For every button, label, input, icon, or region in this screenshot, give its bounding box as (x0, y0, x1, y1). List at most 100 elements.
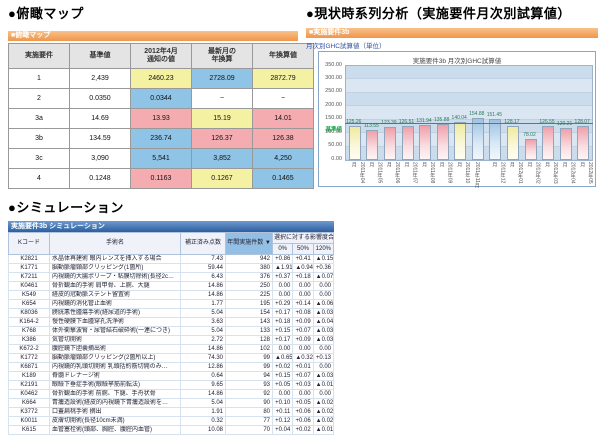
count-cell: 195 (225, 299, 273, 309)
table-row: K0462 骨折観血的手術 前腕、下腿、手舟状骨 14.86 92 0.00 0.00 0.… (8, 389, 335, 399)
impact-value-cell: 0.00 (312, 290, 335, 300)
kcode-cell: K6871 (8, 362, 50, 372)
procedure-name-cell: 気管切開術 (49, 335, 181, 345)
points-cell: 14.86 (180, 389, 226, 399)
kcode-cell: K7211 (8, 272, 50, 282)
procedure-name-cell: 経皮的冠動脈ステント留置術 (49, 290, 181, 300)
impact-value-cell: +0.17 (271, 335, 294, 345)
y-tick-label: 50.00 (328, 142, 342, 149)
points-cell: 5.04 (180, 326, 226, 336)
overview-section-bar: ■俯瞰マップ (8, 31, 298, 41)
table-row: 3c 3,090 5,541 3,852 4,250 (8, 148, 314, 169)
grid-band (346, 79, 592, 93)
status-value-cell: 14.01 (252, 108, 314, 129)
impact-value-cell: +0.05 (271, 380, 294, 390)
impact-value-cell: ▲0.03 (312, 326, 335, 336)
impact-value-cell: ▲0.06 (312, 299, 335, 309)
procedure-name-cell: 脳動脈瘤頸部クリッピング(2箇所以上) (49, 353, 181, 363)
base-value-cell: 14.69 (69, 108, 131, 129)
col-header-points: 補正済み点数 (180, 232, 226, 255)
count-cell: 128 (225, 335, 273, 345)
table-row: K768 体外衝撃波腎・尿管結石破砕術(一連につき) 5.04 133 +0.15 +0.… (8, 326, 335, 336)
count-cell: 102 (225, 344, 273, 354)
impact-value-cell: 0.00 (312, 362, 335, 372)
bar (471, 118, 484, 160)
impact-value-cell: 0.00 (292, 281, 314, 291)
x-tick-label: 2011年05月 (368, 162, 383, 184)
y-tick-label: 0.00 (331, 155, 342, 162)
table-row: K164-2 慢性硬膜下血腫穿孔洗浄術 3.63 143 +0.18 +0.09 ▲0.04 (8, 317, 335, 327)
points-cell: 7.43 (180, 254, 226, 264)
impact-value-cell: +0.03 (292, 380, 314, 390)
impact-value-cell: ▲0.02 (312, 398, 335, 408)
impact-value-cell: ▲0.01 (312, 380, 335, 390)
status-value-cell: 5,541 (130, 148, 192, 169)
impact-value-cell: +0.15 (271, 326, 294, 336)
kcode-cell: K386 (8, 335, 50, 345)
impact-value-cell: ▲0.02 (312, 416, 335, 426)
procedure-name-cell: 体外衝撃波腎・尿管結石破砕術(一連につき) (49, 326, 181, 336)
bar (506, 125, 519, 160)
count-cell: 225 (225, 290, 273, 300)
timeseries-title: ●現状時系列分析（実施要件月次別試算値） (306, 6, 571, 21)
procedure-name-cell: 水晶体再建術 眼内レンズを挿入する場合 (49, 254, 181, 264)
kcode-cell: K3772 (8, 407, 50, 417)
bar (401, 126, 414, 160)
table-row: K672-2 腹腔鏡下胆嚢摘出術 14.86 102 0.00 0.00 0.00 (8, 344, 335, 354)
procedure-name-cell: 内視鏡的大腸ポリープ・粘膜切除術(長径2c… (49, 272, 181, 282)
count-cell: 380 (225, 263, 273, 273)
count-cell: 77 (225, 416, 273, 426)
kcode-cell: K1771 (8, 263, 50, 273)
table-row: 1 2,439 2460.23 2728.09 2872.79 (8, 68, 314, 89)
requirement-id-cell: 1 (8, 68, 70, 89)
bar (366, 129, 379, 160)
table-row: K2821 水晶体再建術 眼内レンズを挿入する場合 7.43 942 +0.86 +0.4… (8, 254, 335, 264)
table-row: K2191 眼瞼下垂症手術(眼瞼挙筋前転法) 9.65 93 +0.05 +0.03 ▲0.… (8, 380, 335, 390)
x-tick-label: 2012年05月 (579, 162, 594, 184)
impact-value-cell: +0.06 (292, 416, 314, 426)
col-header-impact: 選択に対する影響度合 (272, 232, 334, 244)
table-row: K3772 口蓋扁桃手術 摘出 1.91 80 +0.11 +0.06 ▲0.02 (8, 407, 335, 417)
procedure-name-cell: 骨折観血的手術 前腕、下腿、手舟状骨 (49, 389, 181, 399)
impact-value-cell: ▲0.94 (292, 263, 314, 273)
kcode-cell: K8036 (8, 308, 50, 318)
points-cell: 0.64 (180, 371, 226, 381)
impact-value-cell: +0.09 (292, 335, 314, 345)
bar (577, 125, 590, 160)
kcode-cell: K768 (8, 326, 50, 336)
grid-band (346, 66, 592, 80)
table-row: K0011 皮膚切開術(長径10cm未満) 0.32 77 +0.12 +0.06 ▲0.0… (8, 416, 335, 426)
table-row: 3b 134.59 236.74 126.37 126.38 (8, 128, 314, 149)
impact-value-cell: ▲0.65 (271, 353, 294, 363)
count-cell: 70 (225, 425, 273, 435)
count-cell: 154 (225, 308, 273, 318)
impact-value-cell: +0.02 (292, 425, 314, 435)
table-row: 4 0.1248 0.1163 0.1267 0.1465 (8, 168, 314, 189)
table-row: K7211 内視鏡的大腸ポリープ・粘膜切除術(長径2c… 6.43 376 +0.37 +… (8, 272, 335, 282)
kcode-cell: K0011 (8, 416, 50, 426)
chart-title: 実施要件3b 月次別GHC試算値 (412, 58, 502, 65)
y-tick-label: 100.00 (325, 128, 342, 135)
impact-value-cell: +0.07 (292, 371, 314, 381)
x-tick-label: 2011年07月 (403, 162, 418, 184)
impact-value-cell: +0.18 (271, 317, 294, 327)
requirement-id-cell: 2 (8, 88, 70, 109)
impact-value-cell: +0.29 (271, 299, 294, 309)
bar (436, 123, 449, 160)
timeseries-section-bar: ■実施要件3b (306, 28, 598, 38)
col-header-count-sort[interactable]: 年間実施件数 ▼ (225, 232, 273, 255)
x-tick-label: 2011年08月 (421, 162, 436, 184)
points-cell: 12.86 (180, 362, 226, 372)
bar (489, 119, 502, 160)
table-row: K189 脊髄ドレナージ術 0.64 94 +0.15 +0.07 ▲0.03 (8, 371, 335, 381)
impact-value-cell: 0.00 (271, 281, 294, 291)
overview-column-header: 2012年4月 通知の値 (130, 43, 192, 69)
count-cell: 99 (225, 362, 273, 372)
impact-value-cell: 0.00 (312, 389, 335, 399)
impact-value-cell: +0.01 (292, 362, 314, 372)
requirement-id-cell: 3c (8, 148, 70, 169)
bar-value-label: 120.21 (556, 120, 573, 127)
table-row: K0461 骨折観血的手術 肩甲骨、上腕、大腿 14.86 250 0.00 0.00 0.… (8, 281, 335, 291)
simulation-header-row: Kコード 手術名 補正済み点数 年間実施件数 ▼ 選択に対する影響度合 (8, 232, 334, 255)
points-cell: 6.43 (180, 272, 226, 282)
